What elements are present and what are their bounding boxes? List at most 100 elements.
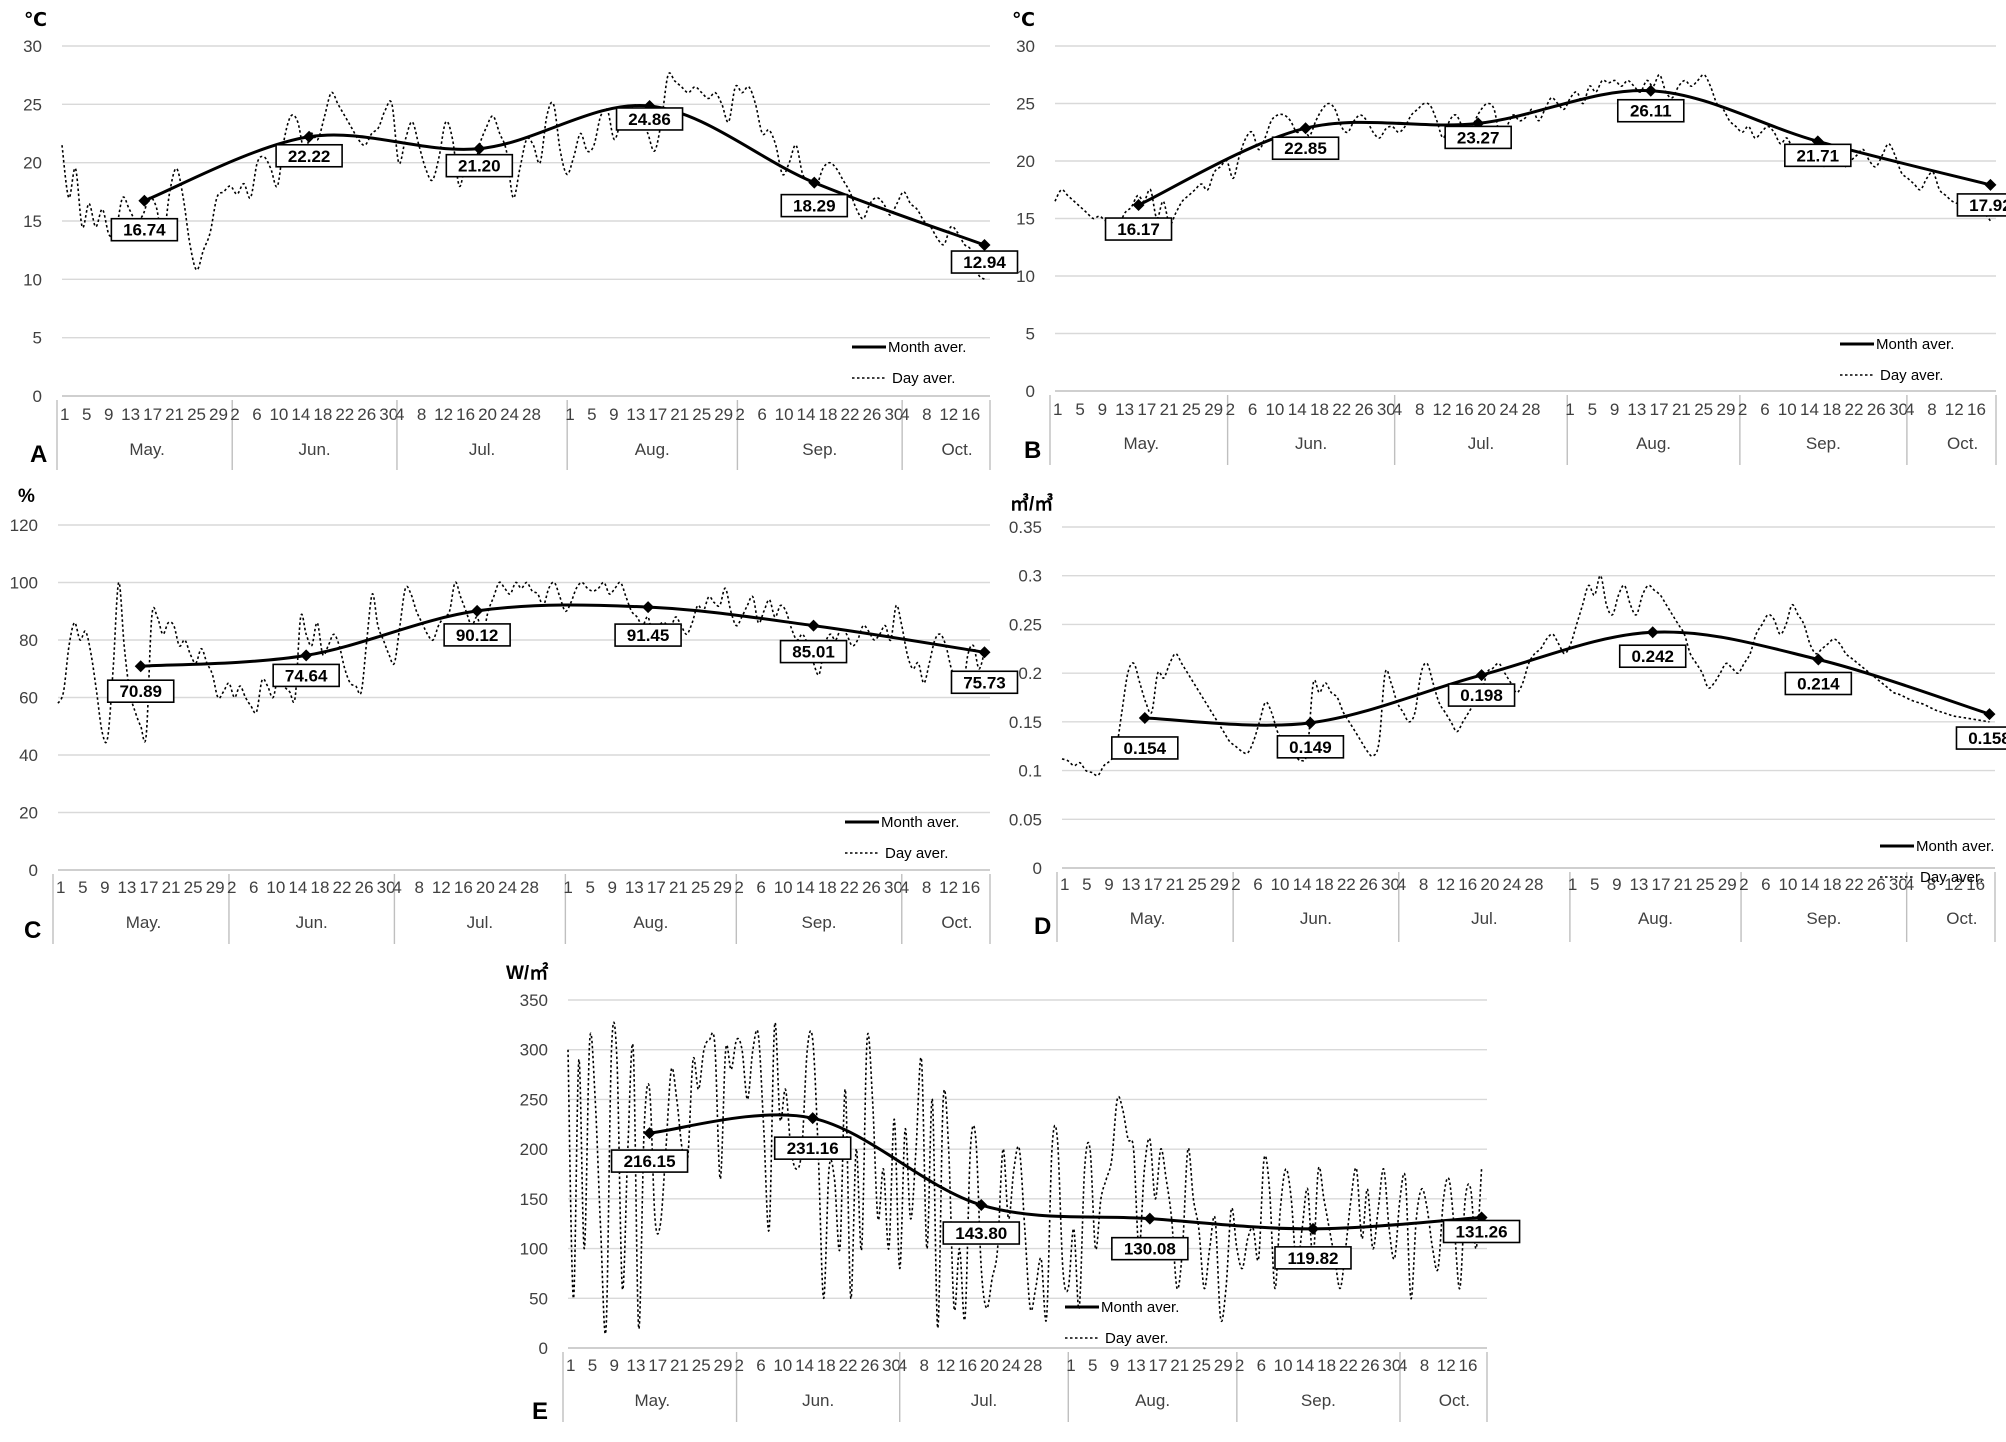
x-day-tick: 9 (1098, 400, 1107, 419)
x-day-tick: 21 (670, 1356, 689, 1375)
x-day-tick: 29 (1204, 400, 1223, 419)
x-day-tick: 4 (1905, 400, 1914, 419)
x-day-tick: 29 (1214, 1356, 1233, 1375)
data-label-box (780, 193, 849, 218)
x-day-tick: 12 (1433, 400, 1452, 419)
x-day-tick: 18 (818, 878, 837, 897)
y-tick-label: 80 (19, 631, 38, 650)
y-tick-label: 0 (33, 387, 42, 406)
x-day-tick: 12 (939, 405, 958, 424)
x-day-tick: 18 (1823, 875, 1842, 894)
x-day-tick: 30 (1381, 875, 1400, 894)
x-month-label: Jul. (467, 913, 493, 932)
data-label-box (1784, 671, 1853, 696)
x-day-tick: 28 (520, 878, 539, 897)
x-day-tick: 9 (1610, 400, 1619, 419)
x-day-tick: 22 (840, 878, 859, 897)
x-day-tick: 10 (774, 878, 793, 897)
x-day-tick: 17 (1650, 400, 1669, 419)
data-label: 22.85 (1284, 139, 1327, 158)
x-day-tick: 14 (795, 1356, 814, 1375)
x-day-tick: 13 (1115, 400, 1134, 419)
x-day-tick: 6 (1760, 400, 1769, 419)
month-average-marker (473, 142, 486, 155)
x-month-label: Jul. (469, 440, 495, 459)
y-tick-label: 0.15 (1009, 713, 1042, 732)
x-day-tick: 12 (432, 878, 451, 897)
x-day-tick: 21 (1672, 400, 1691, 419)
data-label: 90.12 (456, 626, 499, 645)
data-label-box (614, 623, 682, 647)
x-day-tick: 21 (165, 405, 184, 424)
x-day-tick: 30 (882, 1356, 901, 1375)
x-day-tick: 22 (1845, 400, 1864, 419)
x-day-tick: 21 (1674, 875, 1693, 894)
x-day-tick: 10 (1271, 875, 1290, 894)
y-unit-label: ℃ (1012, 10, 1035, 31)
y-tick-label: 40 (19, 746, 38, 765)
series-month-average-line (649, 1113, 1482, 1231)
y-tick-label: 0 (539, 1339, 548, 1358)
data-label-box (1955, 726, 2006, 750)
x-month-label: Jun. (802, 1391, 834, 1410)
x-day-tick: 25 (1696, 875, 1715, 894)
x-day-tick: 24 (1002, 1356, 1021, 1375)
x-day-tick: 25 (692, 405, 711, 424)
y-tick-label: 50 (529, 1289, 548, 1308)
x-day-tick: 14 (1801, 875, 1820, 894)
x-day-tick: 30 (1889, 400, 1908, 419)
x-day-tick: 26 (1355, 400, 1374, 419)
x-day-tick: 29 (209, 405, 228, 424)
x-day-tick: 22 (1845, 875, 1864, 894)
y-tick-label: 250 (520, 1090, 548, 1109)
data-label-box (1104, 217, 1173, 241)
x-day-tick: 8 (919, 1356, 928, 1375)
x-day-tick: 26 (355, 878, 374, 897)
month-average-marker (303, 130, 316, 143)
x-day-tick: 9 (1612, 875, 1621, 894)
x-day-tick: 5 (1075, 400, 1084, 419)
x-day-tick: 25 (1694, 400, 1713, 419)
x-day-tick: 8 (922, 878, 931, 897)
x-day-tick: 8 (414, 878, 423, 897)
x-day-tick: 2 (227, 878, 236, 897)
x-day-tick: 28 (1525, 875, 1544, 894)
x-day-tick: 16 (454, 878, 473, 897)
y-unit-label: % (18, 486, 35, 507)
x-day-tick: 16 (1459, 1356, 1478, 1375)
series-month-average-line (143, 103, 986, 247)
y-tick-label: 25 (23, 95, 42, 114)
x-day-tick: 6 (756, 878, 765, 897)
x-day-tick: 16 (1458, 875, 1477, 894)
x-day-tick: 14 (1800, 400, 1819, 419)
series-month-average-line (1137, 89, 1991, 207)
month-average-marker (1299, 122, 1312, 135)
x-day-tick: 14 (1293, 875, 1312, 894)
data-label: 17.92 (1969, 196, 2006, 215)
x-day-tick: 4 (1905, 875, 1914, 894)
month-average-marker (978, 646, 991, 659)
data-label-box (272, 663, 340, 688)
y-tick-label: 10 (23, 270, 42, 289)
data-label: 131.26 (1456, 1222, 1508, 1241)
series-month-average-line (1144, 630, 1990, 727)
x-day-tick: 30 (1382, 1356, 1401, 1375)
x-day-tick: 29 (1210, 875, 1229, 894)
data-label: 16.17 (1117, 220, 1160, 239)
x-day-tick: 8 (417, 405, 426, 424)
x-day-tick: 17 (140, 878, 159, 897)
x-day-tick: 5 (1082, 875, 1091, 894)
data-label: 216.15 (624, 1152, 676, 1171)
data-label: 85.01 (792, 643, 835, 662)
x-day-tick: 8 (1420, 1356, 1429, 1375)
x-day-tick: 18 (1822, 400, 1841, 419)
x-day-tick: 1 (563, 878, 572, 897)
x-day-tick: 10 (1274, 1356, 1293, 1375)
data-label: 0.149 (1289, 738, 1332, 757)
x-day-tick: 8 (922, 405, 931, 424)
x-day-tick: 29 (1718, 875, 1737, 894)
x-day-tick: 29 (714, 405, 733, 424)
data-label-box (615, 107, 684, 131)
